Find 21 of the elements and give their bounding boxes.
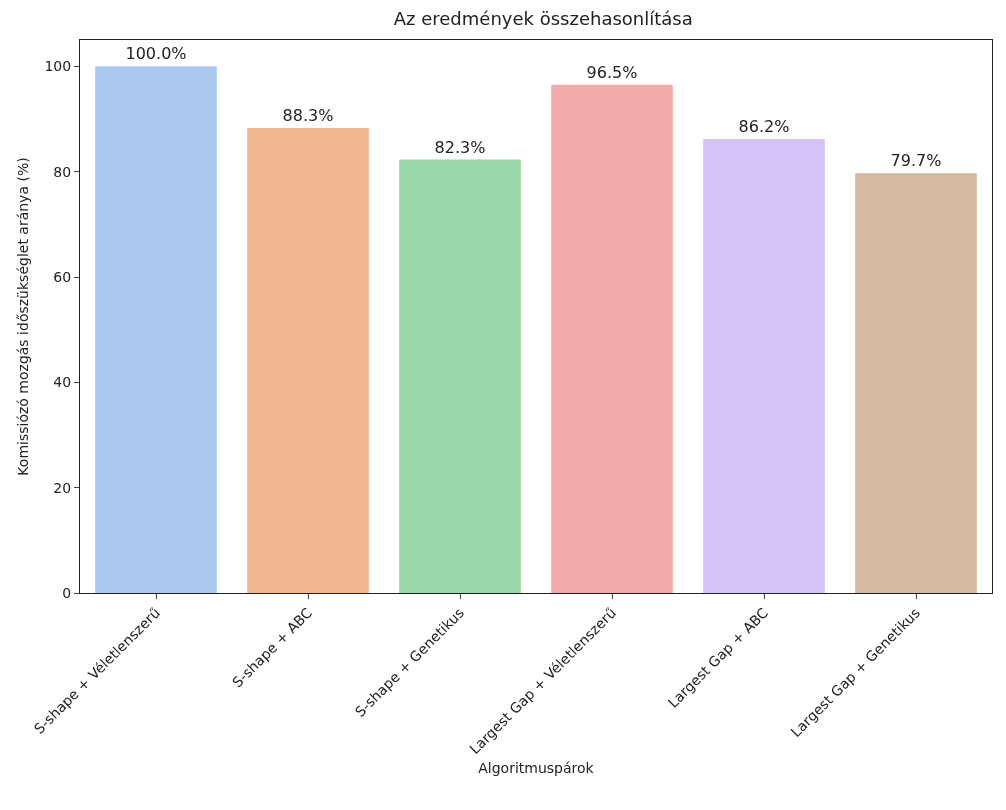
data-label: 86.2% (738, 117, 790, 137)
chart-title: Az eredmények összehasonlítása (393, 7, 693, 29)
data-label: 82.3% (434, 137, 486, 157)
y-tick-label: 40 (53, 374, 72, 391)
y-axis-title: Komissiózó mozgás időszükséglet aránya (%) (15, 157, 32, 476)
bar (855, 173, 977, 593)
bar (95, 66, 217, 593)
y-tick-label: 0 (62, 584, 72, 601)
bar (247, 127, 369, 593)
bar (399, 159, 521, 593)
data-label: 79.7% (890, 151, 942, 171)
y-tick-label: 100 (44, 58, 72, 75)
y-tick-label: 60 (53, 268, 72, 285)
bar (703, 139, 825, 593)
x-axis-title: Algoritmuspárok (478, 759, 595, 776)
bar (551, 84, 673, 593)
data-label: 100.0% (125, 44, 187, 64)
y-tick-label: 80 (53, 163, 72, 180)
data-label: 88.3% (282, 105, 334, 125)
data-label: 96.5% (586, 62, 638, 82)
y-tick-label: 20 (53, 479, 72, 496)
